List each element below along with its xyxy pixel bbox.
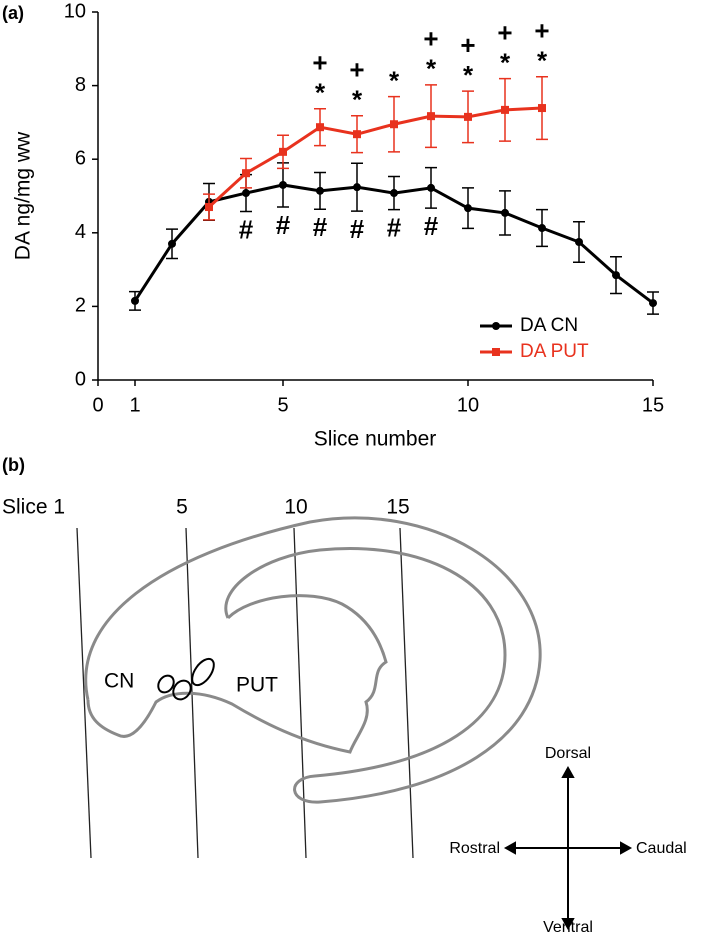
direction-label: Ventral — [543, 919, 593, 936]
y-tick-label: 4 — [75, 221, 86, 243]
annotation: # — [276, 210, 291, 240]
point — [575, 238, 583, 246]
diagram: Slice 1 5 10 15 CN PUT Dorsal Rostral Ca… — [2, 496, 687, 937]
point — [242, 169, 250, 178]
x-tick-label: 1 — [129, 394, 140, 416]
oval — [191, 657, 215, 687]
point — [316, 123, 324, 132]
arrow-heads — [503, 765, 633, 931]
x-tick-label: 0 — [92, 394, 103, 416]
direction-arrows — [503, 765, 633, 931]
point — [538, 224, 546, 233]
legend-marker — [492, 322, 500, 330]
legend-label: DA PUT — [520, 341, 589, 362]
point — [427, 112, 435, 121]
annotation: + — [497, 17, 512, 47]
slice-lines — [76, 527, 414, 859]
annotation: # — [387, 212, 402, 242]
slice-label: 10 — [284, 496, 307, 519]
slice-label: 15 — [386, 496, 409, 519]
y-tick-label: 10 — [64, 0, 86, 22]
slice-label: 5 — [176, 496, 188, 519]
slice-line — [399, 527, 414, 859]
annotation: + — [534, 16, 549, 46]
annotation: * — [352, 85, 363, 115]
oval — [172, 679, 192, 701]
legend-label: DA CN — [520, 315, 578, 336]
direction-label: Dorsal — [545, 745, 591, 762]
point — [538, 104, 546, 113]
annotation: * — [500, 47, 511, 77]
panel-label: (a) — [2, 3, 24, 23]
x-tick-label: 15 — [642, 394, 664, 416]
series-line — [207, 106, 543, 209]
x-tick-label: 10 — [457, 394, 479, 416]
point — [131, 296, 139, 305]
y-tick-label: 8 — [75, 74, 86, 96]
y-tick-label: 6 — [75, 147, 86, 169]
annotation: + — [460, 30, 475, 60]
point — [353, 183, 361, 192]
legend-marker — [492, 348, 500, 356]
direction-label: Caudal — [636, 840, 687, 857]
point — [464, 112, 472, 121]
point — [316, 186, 324, 195]
direction-label: Rostral — [449, 840, 500, 857]
annotation: * — [537, 46, 548, 76]
annotation: # — [239, 214, 254, 244]
x-axis-title: Slice number — [314, 428, 437, 451]
panel-label: (b) — [2, 455, 25, 475]
x-tick-label: 5 — [277, 394, 288, 416]
point — [279, 180, 287, 189]
point — [649, 299, 657, 308]
annotation: # — [350, 214, 365, 244]
point — [390, 189, 398, 198]
annotation: * — [315, 78, 326, 108]
y-tick-label: 0 — [75, 368, 86, 390]
region-label: PUT — [236, 674, 278, 697]
slice-line — [293, 527, 307, 859]
brain-outline — [84, 516, 542, 804]
annotation: * — [463, 60, 474, 90]
point — [501, 208, 509, 217]
point — [390, 120, 398, 129]
annotation: # — [424, 211, 439, 241]
oval — [157, 674, 175, 694]
annotation: + — [312, 48, 327, 78]
point — [612, 271, 620, 280]
point — [205, 203, 213, 212]
y-axis-title: DA ng/mg ww — [12, 131, 35, 260]
annotation: * — [426, 54, 437, 84]
point — [353, 130, 361, 139]
y-tick-label: 2 — [75, 295, 86, 317]
outline-path — [86, 594, 388, 754]
annotation: # — [313, 212, 328, 242]
annotation: + — [423, 24, 438, 54]
capsule-ovals — [157, 657, 215, 701]
outline-path — [84, 516, 542, 804]
point — [242, 189, 250, 198]
point — [279, 147, 287, 156]
slice-label: Slice 1 — [2, 496, 65, 519]
point — [168, 239, 176, 248]
annotation: * — [389, 66, 400, 96]
region-label: CN — [104, 670, 134, 693]
point — [464, 204, 472, 213]
annotation: + — [349, 55, 364, 85]
point — [501, 105, 509, 114]
slice-line — [76, 527, 92, 859]
point — [427, 183, 435, 192]
